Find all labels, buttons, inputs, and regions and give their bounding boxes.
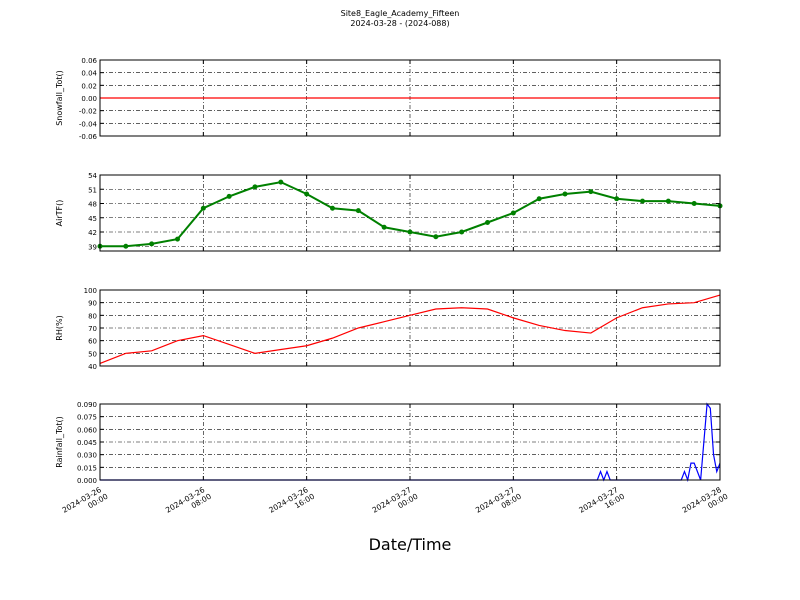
y-tick-label: 90: [88, 300, 97, 308]
data-point: [200, 205, 206, 211]
chart-subtitle: 2024-03-28 - (2024-088): [350, 19, 449, 28]
data-line: [99, 294, 721, 365]
y-tick-label: 48: [88, 201, 97, 209]
data-point: [485, 220, 490, 225]
data-point: [536, 196, 542, 202]
y-tick-label: 0.075: [77, 414, 97, 422]
data-point: [588, 189, 594, 195]
data-point: [252, 184, 258, 190]
y-tick-label: 0.090: [77, 401, 97, 409]
y-tick-label: 0.015: [77, 464, 97, 472]
data-point: [665, 198, 671, 204]
data-point: [640, 198, 645, 204]
data-point: [175, 236, 180, 242]
axes-frame: [99, 59, 721, 137]
y-tick-label: 0.02: [81, 82, 97, 90]
data-point: [407, 229, 413, 235]
chart-title: Site8_Eagle_Academy_Fifteen: [341, 9, 460, 18]
y-tick-label: 70: [88, 325, 97, 333]
data-point: [226, 193, 232, 199]
axes-frame: [99, 403, 721, 481]
data-point: [123, 243, 129, 249]
y-tick-label: 0.04: [81, 70, 97, 78]
axes-frame: [99, 289, 721, 367]
data-point: [510, 210, 516, 216]
y-tick-label: 39: [88, 243, 97, 251]
data-point: [355, 208, 361, 214]
data-point: [691, 201, 697, 206]
y-tick-label: 0.00: [81, 95, 97, 103]
y-tick-label: 50: [88, 350, 97, 358]
y-tick-label: -0.06: [79, 133, 98, 141]
y-tick-label: -0.04: [79, 120, 98, 128]
y-tick-label: 45: [88, 215, 97, 223]
data-point: [278, 179, 284, 185]
axes-frame: [99, 174, 721, 252]
y-axis-label: Snowfall_Tot(): [55, 70, 64, 126]
data-point: [433, 234, 439, 240]
y-tick-label: 0.060: [77, 426, 97, 434]
data-point: [330, 205, 335, 211]
data-point: [614, 196, 620, 202]
y-tick-label: 42: [88, 229, 97, 237]
y-tick-label: 0.000: [77, 477, 97, 485]
y-axis-label: RH(%): [55, 315, 64, 340]
data-point: [149, 241, 155, 247]
y-tick-label: 100: [84, 287, 97, 295]
y-tick-label: 0.030: [77, 452, 97, 460]
y-axis-label: AirTF(): [55, 200, 64, 227]
y-tick-label: 54: [88, 172, 97, 180]
y-axis-label: Rainfall_Tot(): [55, 416, 64, 468]
y-tick-label: 0.045: [77, 439, 97, 447]
data-point: [459, 229, 465, 235]
y-tick-label: 80: [88, 312, 97, 320]
y-tick-label: 51: [88, 186, 97, 194]
data-point: [304, 191, 310, 197]
data-point: [562, 191, 568, 197]
y-tick-label: -0.02: [79, 108, 97, 116]
y-tick-label: 0.06: [81, 57, 97, 65]
y-tick-label: 60: [88, 338, 97, 346]
data-point: [381, 224, 387, 230]
x-axis-label: Date/Time: [369, 535, 452, 554]
y-tick-label: 40: [88, 363, 97, 371]
